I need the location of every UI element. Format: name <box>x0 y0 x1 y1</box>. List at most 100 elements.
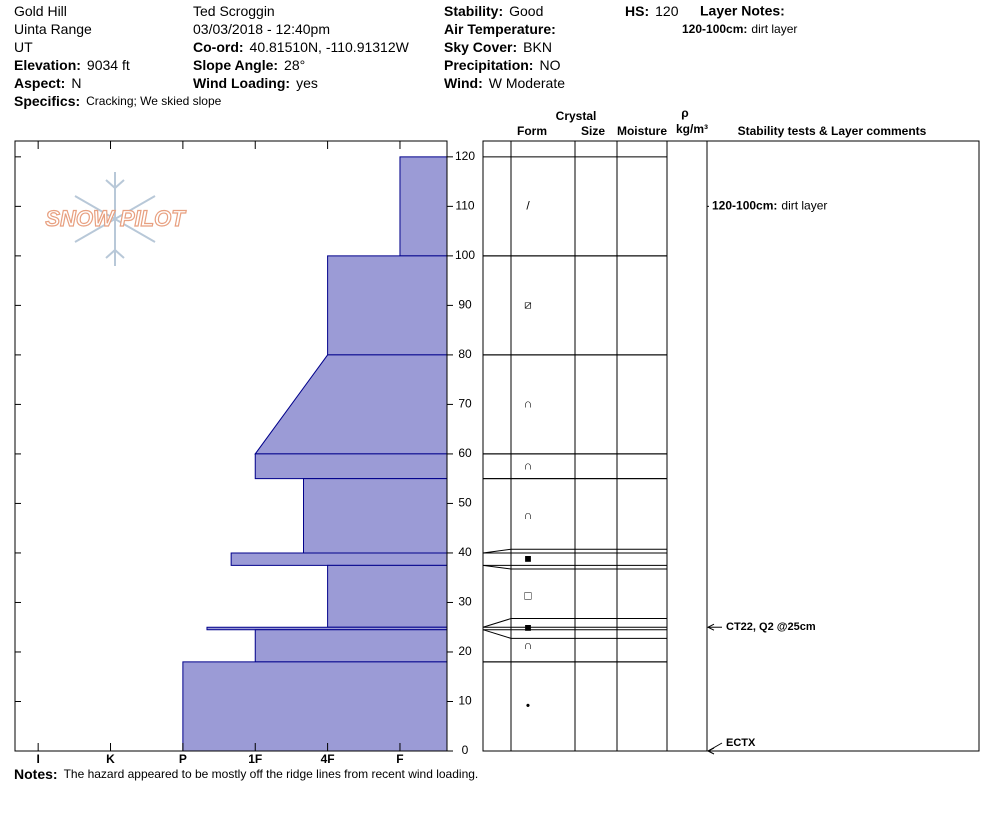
layer-boundary <box>482 629 667 639</box>
y-tick-label: 80 <box>458 347 472 361</box>
header-field: Air Temperature: <box>444 21 556 37</box>
header-field: Wind: W Moderate <box>444 75 565 91</box>
y-tick-label: 60 <box>458 446 472 460</box>
grain-form: • <box>526 699 530 713</box>
layer-comment: 120-100cm: dirt layer <box>712 199 827 213</box>
field-value: W Moderate <box>489 75 565 91</box>
field-value: yes <box>296 75 318 91</box>
column-header: Crystal <box>556 109 597 123</box>
column-header: kg/m³ <box>676 122 708 136</box>
field-label: Sky Cover: <box>444 39 517 55</box>
grain-form: ■ <box>524 621 531 635</box>
grain-form: ∩ <box>524 458 533 472</box>
test-arrowhead <box>706 747 715 755</box>
field-label: Co-ord: <box>193 39 244 55</box>
hardness-layer <box>182 661 448 752</box>
grain-form: □ <box>524 588 531 602</box>
y-tick-label: 0 <box>462 743 469 757</box>
field-value: NO <box>539 57 560 73</box>
field-label: Elevation: <box>14 57 81 73</box>
field-label: Wind: <box>444 75 483 91</box>
x-tick-label: 1F <box>248 752 262 766</box>
field-value: N <box>71 75 81 91</box>
header-text: UT <box>14 39 33 55</box>
test-result: ECTX <box>726 737 756 749</box>
y-tick-label: 110 <box>455 199 474 213</box>
field-value: Good <box>509 3 543 19</box>
field-label: Wind Loading: <box>193 75 290 91</box>
header-field: Stability: Good <box>444 3 543 19</box>
y-tick-label: 20 <box>458 644 472 658</box>
field-label: 120-100cm: <box>682 22 747 36</box>
logo: SNOW PILOT <box>45 206 186 231</box>
header-field: Sky Cover: BKN <box>444 39 552 55</box>
layer-note: 120-100cm: dirt layer <box>682 22 797 36</box>
grain-form: ∩ <box>524 397 533 411</box>
hardness-layer <box>254 629 448 663</box>
y-tick-label: 10 <box>458 694 472 708</box>
header-field: Co-ord: 40.81510N, -110.91312W <box>193 39 410 55</box>
field-value: 28° <box>284 57 305 73</box>
header-field: Wind Loading: yes <box>193 75 318 91</box>
field-value: 120 <box>655 3 679 19</box>
y-tick-label: 40 <box>458 545 472 559</box>
field-label: Slope Angle: <box>193 57 278 73</box>
x-tick-label: K <box>106 752 115 766</box>
field-value: BKN <box>523 39 552 55</box>
hardness-layer <box>303 478 448 554</box>
header-text: Ted Scroggin <box>193 3 275 19</box>
field-value: 9034 ft <box>87 57 130 73</box>
header-field: HS: 120 <box>625 3 679 19</box>
y-tick-label: 120 <box>455 149 475 163</box>
field-value: 40.81510N, -110.91312W <box>250 39 410 55</box>
header-field: Precipitation: NO <box>444 57 561 73</box>
table-frame <box>482 140 980 752</box>
header-field: UT <box>14 39 33 55</box>
layer-boundary <box>482 618 667 628</box>
header-field: Uinta Range <box>14 21 92 37</box>
grain-form: / <box>526 199 530 213</box>
header-field: Ted Scroggin <box>193 3 275 19</box>
field-value: Cracking; We skied slope <box>86 94 221 108</box>
y-tick-label: 50 <box>458 496 472 510</box>
column-header: Stability tests & Layer comments <box>738 124 927 138</box>
hardness-layer <box>254 354 448 455</box>
field-label: Air Temperature: <box>444 21 556 37</box>
y-tick-label: 70 <box>458 397 472 411</box>
header-field: Slope Angle: 28° <box>193 57 305 73</box>
field-label: Stability: <box>444 3 503 19</box>
header-field: Gold Hill <box>14 3 67 19</box>
header-text: 03/03/2018 - 12:40pm <box>193 21 330 37</box>
hardness-layer <box>230 552 448 566</box>
y-tick-label: 30 <box>458 595 472 609</box>
field-label: Specifics: <box>14 93 80 109</box>
field-label: HS: <box>625 3 649 19</box>
layer-boundary <box>482 564 667 570</box>
logo-flake <box>74 172 156 266</box>
y-tick-label: 90 <box>458 298 472 312</box>
header-text: Gold Hill <box>14 3 67 19</box>
header-text: Uinta Range <box>14 21 92 37</box>
test-result: CT22, Q2 @25cm <box>726 621 816 633</box>
header-field: 03/03/2018 - 12:40pm <box>193 21 330 37</box>
plot-frame <box>14 140 448 752</box>
column-header: Form <box>517 124 547 138</box>
hardness-layer <box>399 156 448 257</box>
layer-notes-title: Layer Notes: <box>700 3 785 19</box>
notes: Notes: The hazard appeared to be mostly o… <box>14 766 478 782</box>
comment-text: dirt layer <box>781 199 827 213</box>
hardness-layer <box>327 564 448 628</box>
notes-text: The hazard appeared to be mostly off the… <box>64 767 479 781</box>
column-header: Size <box>581 124 605 138</box>
x-tick-label: P <box>179 752 187 766</box>
comment-label: 120-100cm: <box>712 199 777 213</box>
header-field: Elevation: 9034 ft <box>14 57 130 73</box>
grain-form: ⧄ <box>524 298 532 312</box>
x-tick-label: 4F <box>321 752 335 766</box>
header-field: Aspect: N <box>14 75 81 91</box>
grain-form: ∩ <box>524 638 533 652</box>
hardness-layer <box>254 453 448 480</box>
x-tick-label: I <box>36 752 39 766</box>
hardness-layer <box>327 255 448 356</box>
